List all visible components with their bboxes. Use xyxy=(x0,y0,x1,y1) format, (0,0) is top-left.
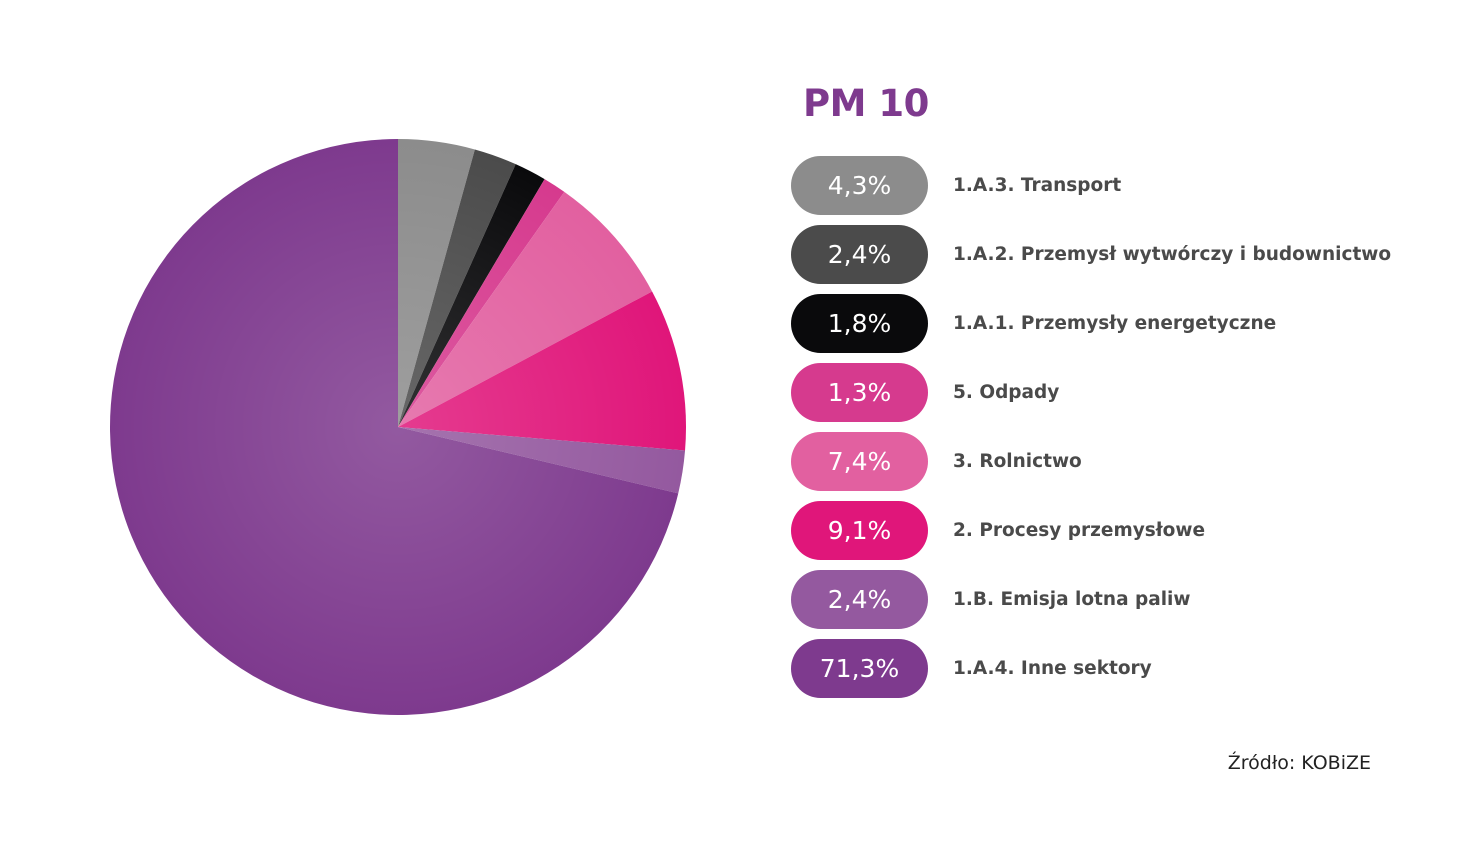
legend-label: 5. Odpady xyxy=(953,382,1060,403)
legend-value-pill: 4,3% xyxy=(791,156,928,215)
legend-label: 1.B. Emisja lotna paliw xyxy=(953,589,1191,610)
legend-value-pill: 1,8% xyxy=(791,294,928,353)
legend-value-pill: 1,3% xyxy=(791,363,928,422)
legend-item: 2,4% 1.B. Emisja lotna paliw xyxy=(791,570,1391,629)
legend-item: 1,3% 5. Odpady xyxy=(791,363,1391,422)
legend-item: 71,3% 1.A.4. Inne sektory xyxy=(791,639,1391,698)
legend: 4,3% 1.A.3. Transport 2,4% 1.A.2. Przemy… xyxy=(791,156,1391,708)
chart-title: PM 10 xyxy=(803,82,929,125)
legend-value-pill: 2,4% xyxy=(791,225,928,284)
legend-item: 9,1% 2. Procesy przemysłowe xyxy=(791,501,1391,560)
legend-value-pill: 2,4% xyxy=(791,570,928,629)
pie-shading xyxy=(110,139,686,715)
legend-label: 1.A.2. Przemysł wytwórczy i budownictwo xyxy=(953,244,1392,265)
legend-value-pill: 9,1% xyxy=(791,501,928,560)
legend-label: 2. Procesy przemysłowe xyxy=(953,520,1205,541)
legend-value-pill: 71,3% xyxy=(791,639,928,698)
legend-label: 1.A.3. Transport xyxy=(953,175,1122,196)
legend-label: 1.A.1. Przemysły energetyczne xyxy=(953,313,1277,334)
source-note: Źródło: KOBiZE xyxy=(1227,752,1371,774)
legend-label: 1.A.4. Inne sektory xyxy=(953,658,1152,679)
legend-label: 3. Rolnictwo xyxy=(953,451,1082,472)
legend-item: 1,8% 1.A.1. Przemysły energetyczne xyxy=(791,294,1391,353)
legend-value-pill: 7,4% xyxy=(791,432,928,491)
legend-item: 2,4% 1.A.2. Przemysł wytwórczy i budowni… xyxy=(791,225,1391,284)
legend-item: 7,4% 3. Rolnictwo xyxy=(791,432,1391,491)
pie-chart xyxy=(109,139,687,716)
legend-item: 4,3% 1.A.3. Transport xyxy=(791,156,1391,215)
